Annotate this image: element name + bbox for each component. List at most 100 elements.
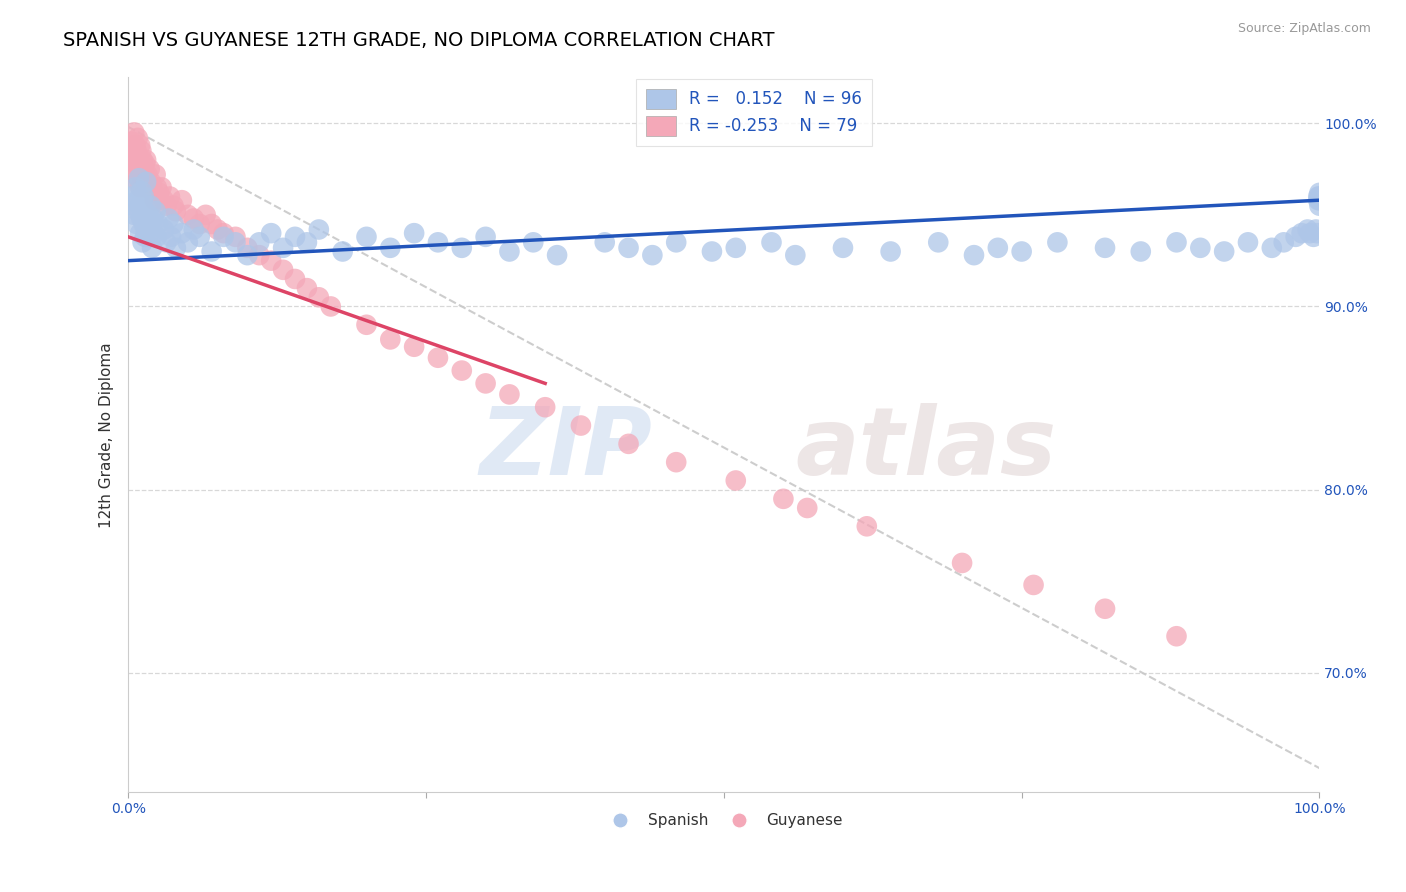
Point	[145, 204, 167, 219]
Point	[162, 199, 184, 213]
Point	[1237, 235, 1260, 250]
Point	[177, 235, 200, 250]
Point	[1306, 226, 1329, 240]
Point	[450, 241, 472, 255]
Point	[129, 226, 152, 240]
Point	[284, 230, 307, 244]
Point	[157, 211, 180, 226]
Point	[522, 235, 544, 250]
Point	[183, 211, 205, 226]
Point	[131, 153, 153, 167]
Point	[132, 180, 155, 194]
Point	[188, 217, 211, 231]
Point	[183, 222, 205, 236]
Point	[950, 556, 973, 570]
Point	[247, 235, 270, 250]
Point	[132, 162, 155, 177]
Point	[128, 153, 150, 167]
Point	[131, 144, 153, 158]
Point	[332, 244, 354, 259]
Point	[295, 281, 318, 295]
Point	[135, 153, 157, 167]
Point	[146, 217, 169, 231]
Point	[1308, 186, 1330, 200]
Point	[236, 241, 259, 255]
Point	[1011, 244, 1033, 259]
Point	[153, 222, 176, 236]
Point	[987, 241, 1010, 255]
Point	[1022, 578, 1045, 592]
Point	[122, 144, 145, 158]
Point	[356, 318, 378, 332]
Point	[124, 180, 146, 194]
Text: Source: ZipAtlas.com: Source: ZipAtlas.com	[1237, 22, 1371, 36]
Point	[129, 180, 152, 194]
Point	[128, 171, 150, 186]
Point	[617, 437, 640, 451]
Point	[127, 175, 149, 189]
Y-axis label: 12th Grade, No Diploma: 12th Grade, No Diploma	[100, 342, 114, 527]
Text: SPANISH VS GUYANESE 12TH GRADE, NO DIPLOMA CORRELATION CHART: SPANISH VS GUYANESE 12TH GRADE, NO DIPLO…	[63, 31, 775, 50]
Point	[129, 156, 152, 170]
Point	[138, 180, 160, 194]
Point	[127, 131, 149, 145]
Point	[122, 153, 145, 167]
Point	[135, 175, 157, 189]
Point	[1308, 189, 1330, 203]
Point	[145, 168, 167, 182]
Point	[160, 230, 183, 244]
Point	[761, 235, 783, 250]
Point	[194, 208, 217, 222]
Point	[131, 175, 153, 189]
Point	[201, 244, 224, 259]
Point	[131, 193, 153, 207]
Point	[129, 138, 152, 153]
Point	[125, 217, 148, 231]
Point	[142, 186, 165, 200]
Point	[170, 226, 193, 240]
Point	[700, 244, 723, 259]
Point	[139, 175, 162, 189]
Point	[1308, 199, 1330, 213]
Point	[134, 168, 156, 182]
Point	[665, 455, 688, 469]
Point	[122, 208, 145, 222]
Point	[380, 333, 402, 347]
Point	[569, 418, 592, 433]
Point	[498, 244, 520, 259]
Point	[201, 217, 224, 231]
Point	[1302, 230, 1324, 244]
Point	[135, 222, 157, 236]
Point	[212, 230, 235, 244]
Point	[1308, 189, 1330, 203]
Point	[593, 235, 616, 250]
Point	[177, 208, 200, 222]
Point	[143, 226, 166, 240]
Point	[139, 199, 162, 213]
Point	[124, 168, 146, 182]
Point	[1272, 235, 1295, 250]
Point	[665, 235, 688, 250]
Point	[356, 230, 378, 244]
Point	[121, 189, 143, 203]
Point	[796, 500, 818, 515]
Point	[132, 189, 155, 203]
Point	[1308, 193, 1330, 207]
Point	[271, 241, 294, 255]
Point	[131, 168, 153, 182]
Point	[308, 290, 330, 304]
Point	[138, 217, 160, 231]
Point	[617, 241, 640, 255]
Point	[1094, 601, 1116, 615]
Legend: Spanish, Guyanese: Spanish, Guyanese	[599, 807, 849, 834]
Point	[125, 156, 148, 170]
Point	[141, 180, 163, 194]
Point	[1261, 241, 1284, 255]
Point	[224, 235, 246, 250]
Point	[1129, 244, 1152, 259]
Point	[641, 248, 664, 262]
Point	[534, 401, 557, 415]
Point	[131, 235, 153, 250]
Point	[1296, 222, 1319, 236]
Point	[128, 162, 150, 177]
